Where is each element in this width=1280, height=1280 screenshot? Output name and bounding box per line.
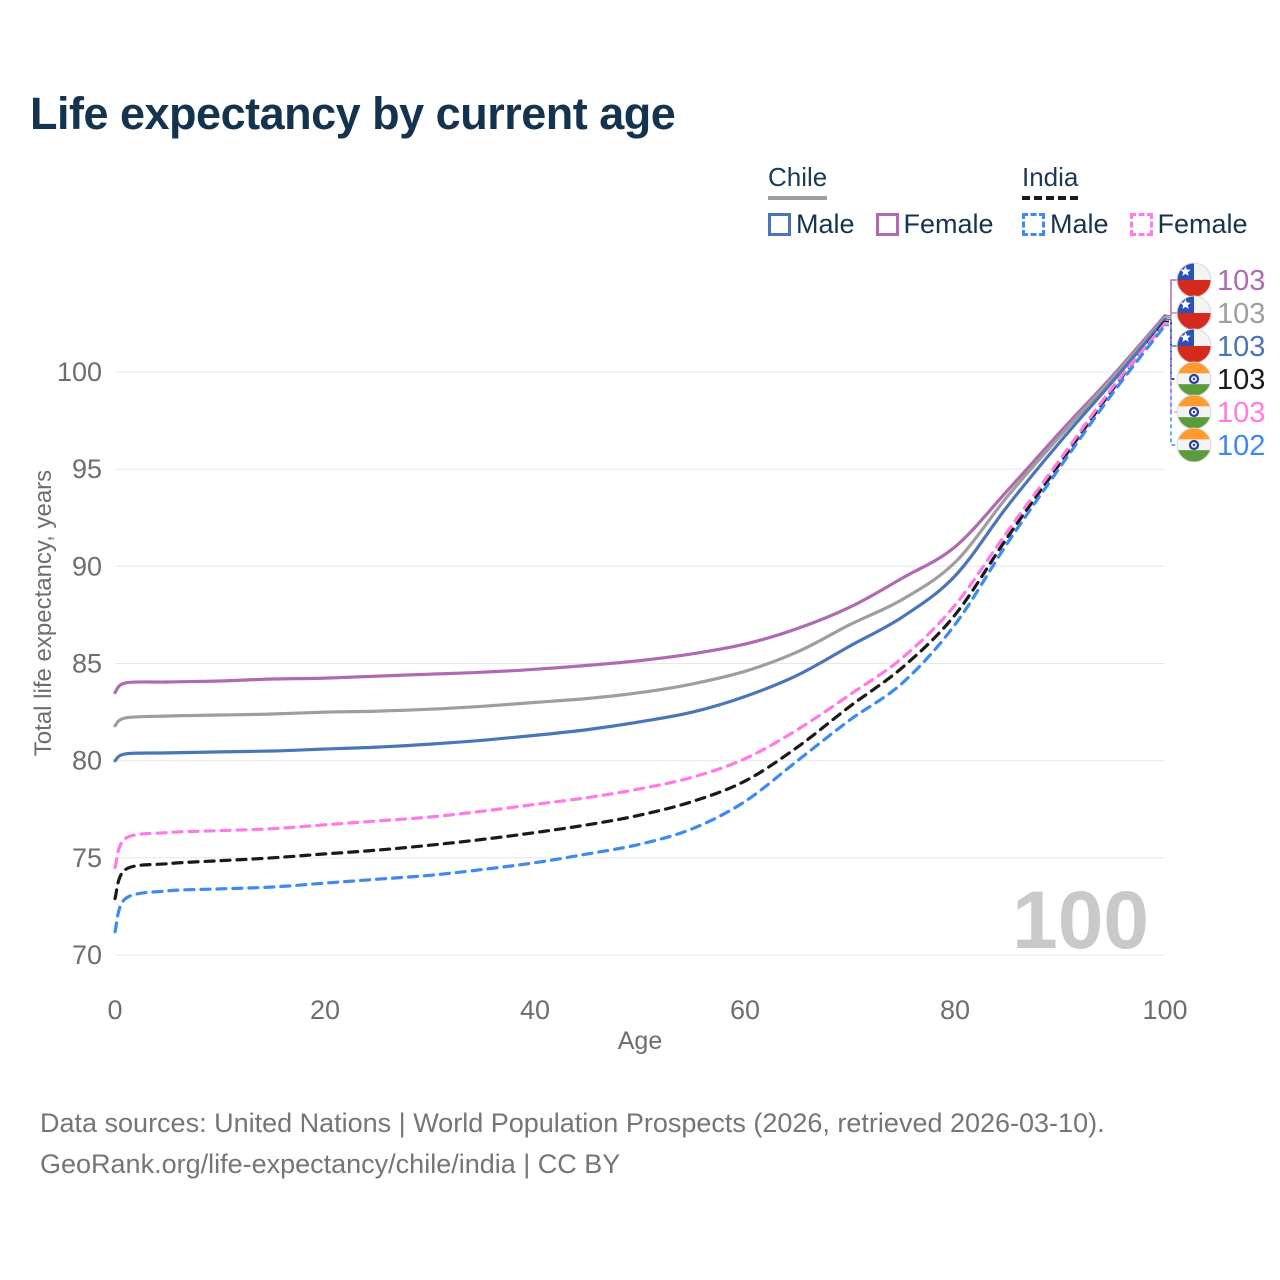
legend-item-india-female[interactable]: Female	[1129, 209, 1248, 240]
x-tick-label: 40	[520, 995, 550, 1025]
end-value-label-india-female: 103	[1217, 397, 1265, 429]
end-value-label-india-male: 102	[1217, 430, 1265, 462]
legend-country-label: India	[1022, 162, 1079, 192]
chart-legend: Chile Male Female India Male	[0, 162, 1280, 248]
x-tick-label: 80	[940, 995, 970, 1025]
end-connector-chile-both	[1165, 312, 1177, 319]
legend-item-label: Male	[1050, 209, 1109, 239]
legend-country-label: Chile	[768, 162, 828, 192]
legend-item-chile-female[interactable]: Female	[875, 209, 994, 240]
x-tick-label: 0	[107, 995, 122, 1025]
series-line-chile-both	[113, 316, 1167, 728]
star-icon	[1180, 299, 1191, 309]
india-flag-icon	[1177, 395, 1211, 429]
y-tick-label: 75	[72, 843, 102, 873]
series-line-india-female	[113, 321, 1167, 870]
x-axis-title: Age	[618, 1027, 662, 1055]
end-connector-india-both	[1165, 320, 1177, 380]
end-connector-india-male	[1165, 324, 1177, 446]
india-male-swatch-icon[interactable]	[1022, 213, 1045, 236]
legend-country-india[interactable]: India	[1022, 162, 1079, 200]
chile-female-swatch-icon[interactable]	[875, 213, 899, 236]
y-tick-label: 70	[72, 940, 102, 970]
legend-item-india-male[interactable]: Male	[1022, 209, 1109, 240]
star-icon	[1180, 266, 1191, 276]
end-connector-chile-female	[1165, 279, 1177, 317]
page-title: Life expectancy by current age	[30, 88, 676, 139]
chart-footer: Data sources: United Nations | World Pop…	[40, 1103, 1105, 1185]
current-age-watermark: 100	[1012, 875, 1149, 966]
india-flag-icon	[1177, 362, 1211, 396]
end-value-label-chile-female: 103	[1217, 265, 1265, 297]
end-value-label-india-both: 103	[1217, 364, 1265, 396]
legend-items-chile: Male Female	[768, 209, 1015, 240]
series-line-india-male	[113, 323, 1167, 934]
y-axis-title: Total life expectancy, years	[30, 469, 57, 757]
data-sources-note: Data sources: United Nations | World Pop…	[40, 1108, 1105, 1138]
india-flag-icon	[1177, 428, 1211, 462]
end-value-label-chile-male: 103	[1217, 331, 1265, 363]
legend-group-chile: Chile Male Female	[768, 162, 1015, 240]
legend-item-label: Female	[1157, 209, 1248, 239]
series-line-chile-male	[113, 317, 1167, 763]
star-icon	[1180, 332, 1191, 342]
y-tick-label: 80	[72, 746, 102, 776]
x-tick-label: 20	[310, 995, 340, 1025]
attribution-note: GeoRank.org/life-expectancy/chile/india …	[40, 1149, 621, 1179]
x-tick-label: 60	[730, 995, 760, 1025]
y-tick-label: 95	[72, 454, 102, 484]
series-line-chile-female	[113, 314, 1167, 695]
x-tick-label: 100	[1142, 995, 1187, 1025]
y-tick-label: 100	[57, 357, 102, 387]
y-tick-label: 90	[72, 551, 102, 581]
series-line-india-both	[113, 319, 1167, 901]
chile-flag-icon	[1177, 296, 1211, 330]
india-female-swatch-icon[interactable]	[1129, 213, 1153, 236]
end-connector-india-female	[1165, 322, 1177, 413]
legend-items-india: Male Female	[1022, 209, 1269, 240]
y-tick-label: 85	[72, 649, 102, 679]
legend-item-chile-male[interactable]: Male	[768, 209, 855, 240]
chile-male-swatch-icon[interactable]	[768, 213, 791, 236]
legend-group-india: India Male Female	[1022, 162, 1269, 240]
legend-item-label: Male	[796, 209, 855, 239]
end-value-label-chile-both: 103	[1217, 298, 1265, 330]
legend-country-chile[interactable]: Chile	[768, 162, 828, 200]
legend-item-label: Female	[903, 209, 994, 239]
chile-flag-icon	[1177, 329, 1211, 363]
